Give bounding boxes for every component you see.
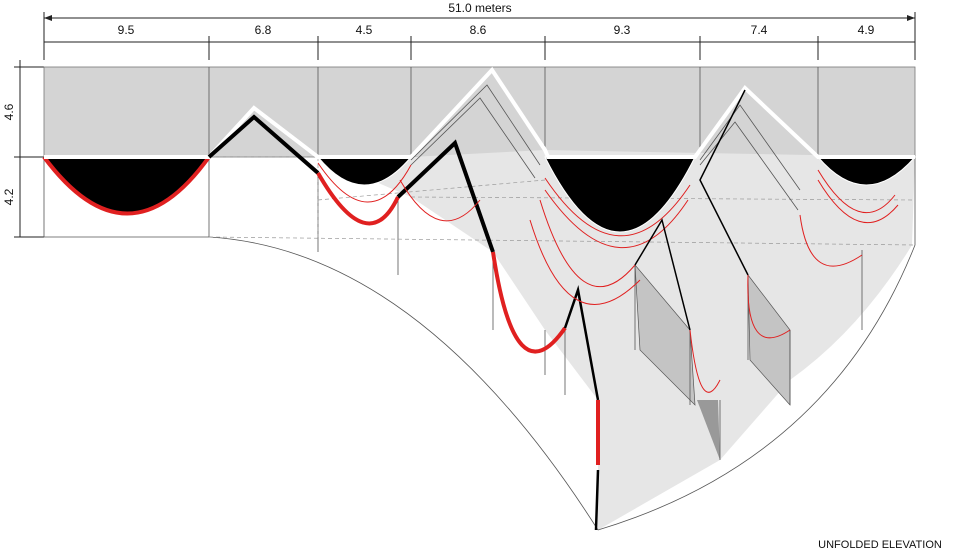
segment-width: 4.5 bbox=[356, 23, 373, 37]
height-label: 4.6 bbox=[2, 103, 16, 120]
segment-width: 9.5 bbox=[118, 23, 135, 37]
segment-width: 7.4 bbox=[751, 23, 768, 37]
height-label: 4.2 bbox=[2, 188, 16, 205]
caption: UNFOLDED ELEVATION bbox=[818, 539, 942, 551]
dimension-lines bbox=[14, 12, 916, 238]
total-width: 51.0 meters bbox=[448, 1, 511, 15]
segment-width: 8.6 bbox=[470, 23, 487, 37]
segment-width: 6.8 bbox=[255, 23, 272, 37]
segment-width: 9.3 bbox=[614, 23, 631, 37]
drawing bbox=[42, 66, 917, 531]
segment-width: 4.9 bbox=[858, 23, 875, 37]
